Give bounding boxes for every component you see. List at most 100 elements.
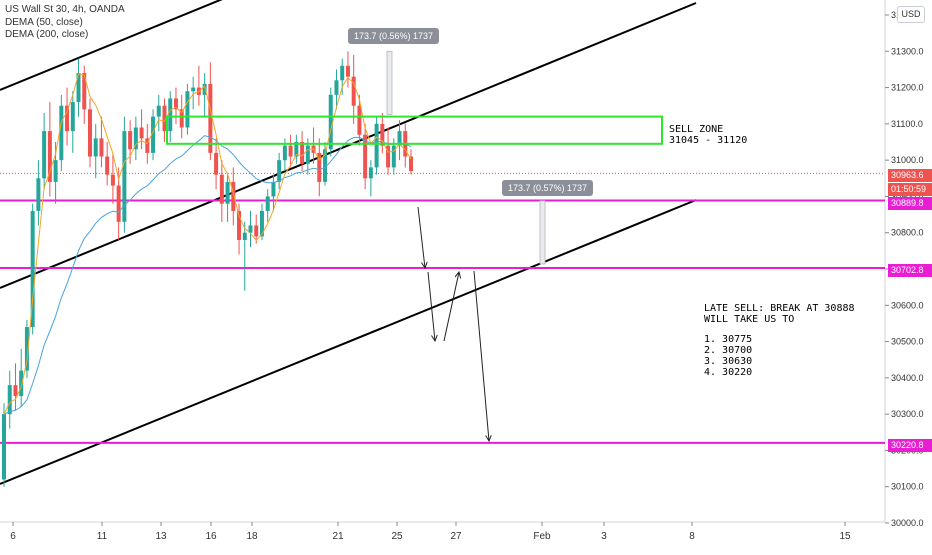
chart-legend: US Wall St 30, 4h, OANDA DEMA (50, close…	[5, 4, 125, 42]
candle-body	[380, 123, 385, 146]
candle-body	[225, 181, 230, 204]
candle-body	[351, 76, 356, 106]
candle-body	[357, 105, 362, 135]
level-tag-30889: 30889.8	[888, 197, 932, 210]
y-tick-label: 31100.0	[891, 119, 923, 129]
candle-body	[168, 98, 173, 132]
projection-arrow	[417, 206, 425, 268]
y-tick-label: 31200.0	[891, 83, 924, 93]
x-tick-label: 8	[689, 531, 695, 542]
dema-200-line	[3, 135, 412, 415]
candle-body	[65, 105, 70, 132]
candle-body	[99, 138, 104, 157]
x-tick-label: Feb	[533, 531, 551, 542]
candle-body	[282, 145, 287, 161]
channel-upper-line	[0, 0, 223, 91]
symbol-title[interactable]: US Wall St 30, 4h, OANDA	[5, 4, 125, 15]
note-target-2: 2. 30700	[704, 345, 753, 356]
candle-body	[202, 83, 207, 95]
candle-body	[2, 414, 6, 480]
current-price-tag: 30963.6	[888, 169, 932, 182]
x-tick-label: 18	[246, 531, 258, 542]
note-target-3: 3. 30630	[704, 356, 753, 367]
candle-body	[397, 131, 402, 146]
candle-body	[328, 94, 333, 150]
candle-body	[151, 116, 156, 153]
candle-body	[30, 210, 35, 328]
candle-body	[156, 105, 161, 117]
candle-body	[139, 127, 144, 139]
y-tick-label: 30300.0	[891, 409, 924, 419]
candle-body	[345, 65, 350, 77]
candle-body	[305, 145, 310, 164]
candle-body	[53, 160, 58, 182]
candle-body	[323, 149, 328, 182]
candle-body	[248, 225, 253, 233]
candle-body	[237, 210, 242, 240]
candle-body	[374, 123, 379, 168]
dema-50-legend[interactable]: DEMA (50, close)	[5, 16, 83, 28]
candle-body	[288, 145, 293, 157]
candle-body	[70, 102, 75, 132]
y-tick-label: 30400.0	[891, 373, 924, 383]
candle-body	[128, 131, 133, 150]
x-tick-label: 11	[97, 531, 108, 542]
x-tick-label: 16	[205, 531, 217, 542]
x-tick-label: 15	[839, 531, 851, 542]
candle-body	[24, 327, 29, 371]
level-tag-30702: 30702.8	[888, 264, 932, 277]
y-tick-label: 31000.0	[891, 155, 924, 165]
candle-body	[254, 225, 259, 237]
level-tag-30220: 30220.8	[888, 439, 932, 452]
sell-zone-range: 31045 - 31120	[669, 135, 748, 146]
candle-body	[265, 196, 270, 211]
candle-body	[277, 160, 282, 182]
note-line-2: WILL TAKE US TO	[704, 314, 795, 325]
sell-zone-title: SELL ZONE	[669, 124, 724, 135]
x-tick-label: 6	[10, 531, 16, 542]
candle-body	[271, 181, 276, 197]
note-target-1: 1. 30775	[704, 334, 753, 345]
note-target-4: 4. 30220	[704, 367, 753, 378]
candle-body	[116, 185, 121, 222]
x-tick-label: 27	[450, 531, 462, 542]
candle-body	[231, 181, 236, 211]
x-tick-label: 21	[332, 531, 344, 542]
dema-200-legend[interactable]: DEMA (200, close)	[5, 29, 89, 40]
candle-body	[82, 73, 87, 110]
candle-body	[7, 385, 12, 415]
sell-zone-box	[166, 115, 663, 145]
candle-body	[368, 167, 373, 179]
candle-body	[391, 145, 396, 168]
currency-button[interactable]: USD	[897, 6, 925, 23]
candle-body	[19, 370, 24, 396]
candle-body	[214, 152, 219, 175]
candle-body	[259, 210, 264, 237]
channel-lower-line	[0, 199, 697, 485]
x-tick-label: 13	[155, 531, 167, 542]
measure-label-lower[interactable]: 173.7 (0.57%) 1737	[502, 180, 594, 196]
y-tick-label: 31300.0	[891, 46, 924, 56]
channel-middle-line	[0, 2, 697, 289]
projection-arrow	[443, 272, 459, 342]
projection-arrow	[427, 271, 435, 341]
measure-label-upper[interactable]: 173.7 (0.56%) 1737	[348, 28, 440, 44]
candle-body	[219, 174, 224, 204]
x-tick-label: 3	[601, 531, 607, 542]
measure-bracket-lower	[539, 200, 546, 265]
candle-body	[242, 232, 247, 240]
candle-body	[93, 138, 98, 157]
candle-body	[386, 145, 391, 168]
candle-body	[47, 131, 52, 182]
note-line-1: LATE SELL: BREAK AT 30888	[704, 303, 855, 314]
candle-body	[185, 91, 190, 128]
candle-body	[110, 174, 115, 186]
candle-body	[36, 178, 41, 211]
y-tick-label: 30600.0	[891, 300, 924, 310]
measure-bracket-upper	[386, 50, 393, 115]
candle-body	[409, 156, 413, 172]
candle-body	[59, 105, 64, 161]
candle-body	[334, 80, 339, 95]
